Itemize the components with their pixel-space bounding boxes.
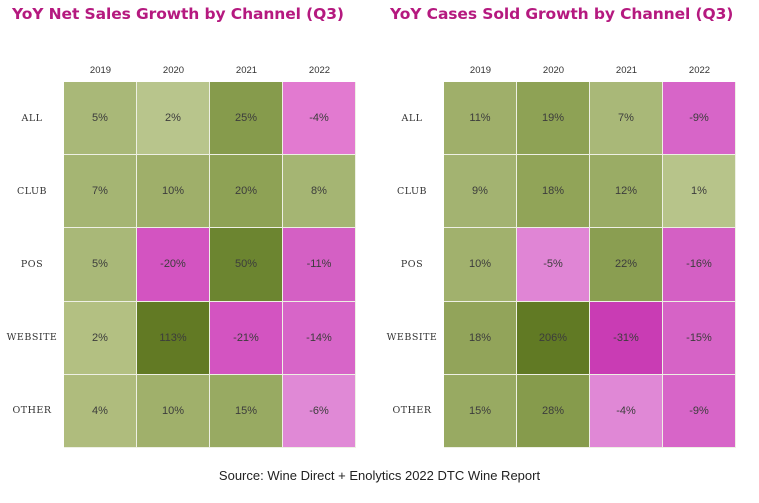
heatmap-cell-net-sales-pos-2020: -20% xyxy=(137,228,209,301)
column-label-net-sales-2022: 2022 xyxy=(308,65,331,76)
source-note: Source: Wine Direct + Enolytics 2022 DTC… xyxy=(218,468,541,483)
row-label-net-sales-all: ALL xyxy=(21,112,43,124)
heatmap-cell-cases-sold-website-2019: 18% xyxy=(444,301,516,374)
heatmap-cell-cases-sold-pos-2021: 22% xyxy=(590,228,662,301)
heatmap-cell-cases-sold-other-2020: 28% xyxy=(517,374,589,447)
heatmap-cell-net-sales-all-2022: -4% xyxy=(283,82,355,155)
heatmap-cell-cases-sold-all-2019: 11% xyxy=(444,82,516,155)
heatmap-cell-cases-sold-club-2020: 18% xyxy=(517,155,589,228)
heatmap-cell-cases-sold-pos-2020: -5% xyxy=(517,228,589,301)
row-label-net-sales-website: WEBSITE xyxy=(6,332,58,344)
row-label-cases-sold-all: ALL xyxy=(401,112,423,124)
heatmap-cell-cases-sold-pos-2022: -16% xyxy=(663,228,735,301)
row-label-cases-sold-other: OTHER xyxy=(392,405,432,417)
heatmap-cell-cases-sold-all-2020: 19% xyxy=(517,82,589,155)
heatmap-cell-net-sales-pos-2021: 50% xyxy=(210,228,282,301)
column-label-net-sales-2019: 2019 xyxy=(89,65,112,76)
column-label-cases-sold-2019: 2019 xyxy=(469,65,492,76)
heatmap-cell-net-sales-club-2019: 7% xyxy=(64,155,136,228)
heatmap-cell-net-sales-club-2020: 10% xyxy=(137,155,209,228)
column-label-cases-sold-2022: 2022 xyxy=(688,65,711,76)
row-label-net-sales-other: OTHER xyxy=(12,405,52,417)
heatmap-cell-cases-sold-website-2022: -15% xyxy=(663,301,735,374)
chart-title-cases-sold: YoY Cases Sold Growth by Channel (Q3) xyxy=(390,5,734,23)
heatmap-cases-sold: 11% 19% 7% -9% 9% 18% 12% 1% 10% -5% 22% -16% 18% 206… xyxy=(444,82,736,448)
heatmap-cell-net-sales-website-2019: 2% xyxy=(64,301,136,374)
heatmap-cell-cases-sold-all-2021: 7% xyxy=(590,82,662,155)
heatmap-cell-cases-sold-other-2019: 15% xyxy=(444,374,516,447)
row-label-net-sales-pos: POS xyxy=(20,259,44,270)
column-label-cases-sold-2021: 2021 xyxy=(615,65,638,76)
heatmap-cell-cases-sold-website-2021: -31% xyxy=(590,301,662,374)
column-label-net-sales-2020: 2020 xyxy=(162,65,185,76)
heatmap-cell-cases-sold-pos-2019: 10% xyxy=(444,228,516,301)
heatmap-cell-cases-sold-all-2022: -9% xyxy=(663,82,735,155)
heatmap-cell-cases-sold-website-2020: 206% xyxy=(517,301,589,374)
heatmap-cell-cases-sold-club-2021: 12% xyxy=(590,155,662,228)
heatmap-cell-net-sales-website-2021: -21% xyxy=(210,301,282,374)
heatmap-cell-cases-sold-club-2022: 1% xyxy=(663,155,735,228)
heatmap-cell-net-sales-club-2021: 20% xyxy=(210,155,282,228)
heatmap-cell-net-sales-website-2022: -14% xyxy=(283,301,355,374)
heatmap-net-sales: 5% 2% 25% -4% 7% 10% 20% 8% 5% -20% 50% -11% 2% 113% -… xyxy=(64,82,356,448)
heatmap-cell-net-sales-website-2020: 113% xyxy=(137,301,209,374)
chart-title-net-sales: YoY Net Sales Growth by Channel (Q3) xyxy=(12,5,344,23)
heatmap-cell-net-sales-pos-2019: 5% xyxy=(64,228,136,301)
heatmap-cell-net-sales-all-2020: 2% xyxy=(137,82,209,155)
heatmap-cell-net-sales-other-2019: 4% xyxy=(64,374,136,447)
heatmap-cell-net-sales-other-2021: 15% xyxy=(210,374,282,447)
heatmap-cell-net-sales-pos-2022: -11% xyxy=(283,228,355,301)
column-label-net-sales-2021: 2021 xyxy=(235,65,258,76)
heatmap-cell-net-sales-club-2022: 8% xyxy=(283,155,355,228)
row-label-cases-sold-club: CLUB xyxy=(396,185,428,197)
heatmap-cell-cases-sold-other-2021: -4% xyxy=(590,374,662,447)
heatmap-cell-cases-sold-other-2022: -9% xyxy=(663,374,735,447)
column-label-cases-sold-2020: 2020 xyxy=(542,65,565,76)
heatmap-cell-net-sales-all-2021: 25% xyxy=(210,82,282,155)
heatmap-cell-cases-sold-club-2019: 9% xyxy=(444,155,516,228)
heatmap-cell-net-sales-all-2019: 5% xyxy=(64,82,136,155)
heatmap-cell-net-sales-other-2022: -6% xyxy=(283,374,355,447)
heatmap-cell-net-sales-other-2020: 10% xyxy=(137,374,209,447)
row-label-cases-sold-pos: POS xyxy=(400,259,424,270)
row-label-net-sales-club: CLUB xyxy=(16,185,48,197)
row-label-cases-sold-website: WEBSITE xyxy=(386,332,438,344)
